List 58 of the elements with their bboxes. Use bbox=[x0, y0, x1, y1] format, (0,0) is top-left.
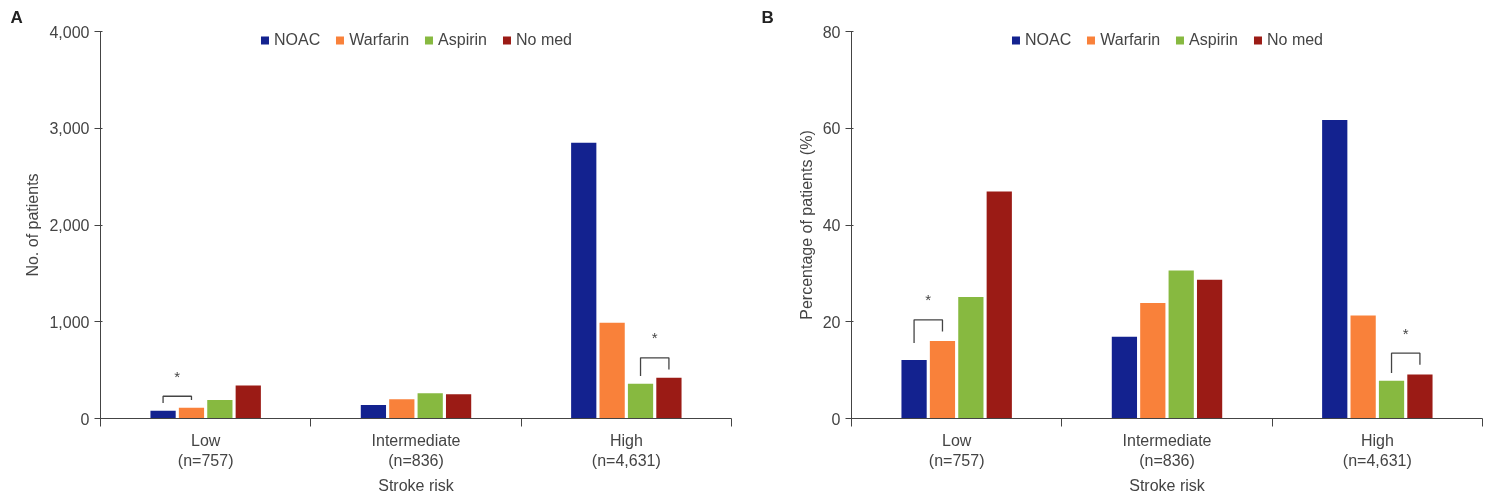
legend-label: Warfarin bbox=[349, 31, 410, 49]
bar bbox=[901, 359, 927, 419]
bar bbox=[571, 142, 597, 419]
legend-label: NOAC bbox=[273, 31, 321, 49]
annotation: * bbox=[651, 329, 658, 347]
bar bbox=[178, 407, 205, 419]
bar bbox=[235, 385, 261, 419]
y-tick-label: 0 bbox=[80, 410, 90, 428]
legend-label: No med bbox=[1266, 31, 1324, 49]
y-tick-label: 3,000 bbox=[49, 120, 90, 138]
bar bbox=[360, 404, 387, 419]
y-tick-label: 2,000 bbox=[49, 217, 90, 234]
legend-label: No med bbox=[515, 31, 573, 49]
x-tick-label: High (n=4,631) bbox=[1342, 431, 1412, 469]
bar bbox=[1140, 302, 1166, 419]
y-tick-label: 4,000 bbox=[49, 23, 90, 41]
y-tick-label: 80 bbox=[822, 23, 841, 41]
annotation: * bbox=[925, 291, 932, 309]
y-axis-title: No. of patients bbox=[24, 173, 42, 277]
bar bbox=[1196, 279, 1223, 419]
x-tick-label: High (n=4,631) bbox=[591, 431, 661, 469]
bar bbox=[1407, 374, 1433, 419]
bar bbox=[1350, 315, 1376, 419]
y-tick-label: 20 bbox=[822, 313, 841, 331]
x-tick-label: Low (n=757) bbox=[928, 431, 985, 469]
annotation: * bbox=[174, 367, 181, 385]
chart-title: B bbox=[761, 7, 774, 27]
y-tick-label: 0 bbox=[831, 410, 841, 428]
legend-label: NOAC bbox=[1024, 31, 1072, 49]
x-tick-label: Intermediate (n=836) bbox=[371, 431, 461, 469]
bar bbox=[417, 393, 443, 419]
bar bbox=[958, 297, 984, 419]
legend-label: Warfarin bbox=[1100, 31, 1161, 49]
bar bbox=[445, 394, 472, 419]
bar bbox=[929, 341, 956, 419]
legend-label: Aspirin bbox=[1189, 31, 1238, 49]
bar bbox=[656, 377, 682, 419]
bar bbox=[1322, 120, 1348, 419]
bar bbox=[207, 400, 233, 419]
x-axis-title: Stroke risk bbox=[1129, 476, 1206, 494]
y-tick-label: 60 bbox=[822, 120, 841, 138]
chart-title: A bbox=[10, 7, 23, 27]
bar bbox=[986, 191, 1012, 419]
bar bbox=[1378, 380, 1405, 419]
bar bbox=[1111, 336, 1138, 419]
y-tick-label: 1,000 bbox=[49, 313, 90, 331]
x-tick-label: Intermediate (n=836) bbox=[1122, 431, 1212, 469]
bar bbox=[627, 383, 654, 419]
annotation: * bbox=[1402, 324, 1409, 342]
y-tick-label: 40 bbox=[822, 217, 841, 234]
legend-label: Aspirin bbox=[438, 31, 487, 49]
x-tick-label: Low (n=757) bbox=[177, 431, 234, 469]
bar bbox=[1168, 270, 1194, 419]
bar bbox=[150, 410, 176, 419]
x-axis-title: Stroke risk bbox=[378, 476, 455, 494]
bar bbox=[599, 322, 625, 419]
y-axis-title: Percentage of patients (%) bbox=[797, 130, 815, 320]
bar bbox=[389, 399, 415, 419]
